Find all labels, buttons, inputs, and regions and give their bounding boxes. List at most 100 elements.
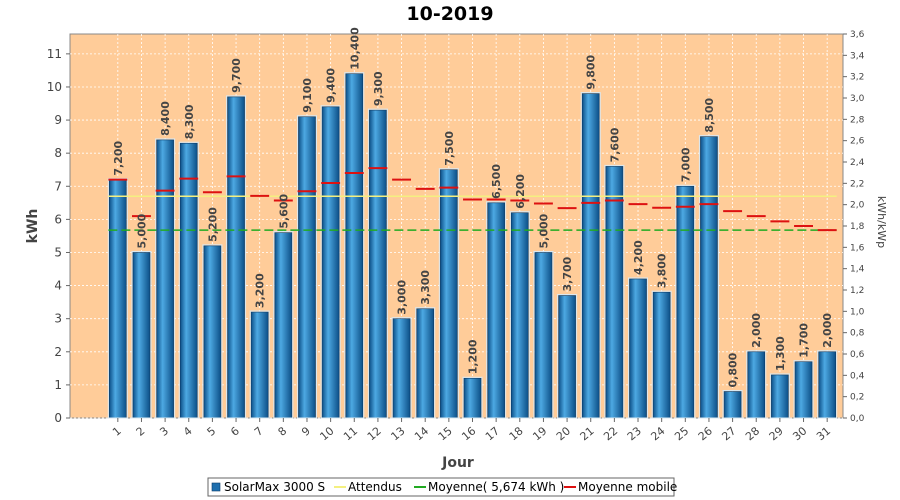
bar-value-label: 9,400	[325, 68, 338, 103]
bar	[605, 166, 624, 419]
x-tick-label: 4	[181, 424, 195, 438]
bar	[132, 252, 151, 419]
bar	[629, 278, 647, 419]
y-right-tick-label: 1,8	[850, 222, 865, 232]
x-tick-label: 21	[578, 424, 597, 443]
y-tick-label: 1	[54, 378, 62, 392]
y-tick-label: 0	[54, 411, 62, 425]
y-right-tick-label: 0,4	[850, 371, 865, 381]
y-right-tick-label: 1,0	[850, 307, 865, 317]
bar	[723, 391, 742, 419]
y-right-tick-label: 3,4	[850, 51, 865, 61]
x-tick-label: 9	[299, 424, 313, 438]
x-tick-label: 7	[252, 424, 266, 438]
bar	[463, 377, 482, 419]
y-tick-label: 6	[54, 212, 62, 226]
bar	[203, 245, 222, 419]
bar-value-label: 8,500	[703, 97, 716, 132]
bar	[416, 308, 435, 419]
bar	[321, 106, 340, 419]
bar	[510, 212, 529, 419]
bar-value-label: 3,200	[254, 273, 267, 308]
bar-value-label: 1,300	[774, 336, 787, 371]
bar	[156, 139, 174, 419]
y-right-tick-label: 0,0	[850, 414, 865, 424]
x-tick-label: 29	[767, 424, 786, 443]
bar	[227, 96, 245, 419]
bar	[109, 179, 127, 419]
x-tick-label: 25	[672, 424, 691, 443]
bar	[676, 185, 695, 419]
x-tick-label: 28	[743, 424, 762, 443]
y-tick-label: 11	[47, 47, 62, 61]
x-tick-label: 13	[388, 424, 407, 443]
bar	[487, 202, 505, 419]
y-right-tick-label: 2,2	[850, 179, 864, 189]
bar	[747, 351, 766, 419]
bar-value-label: 5,000	[537, 213, 550, 248]
x-tick-label: 12	[365, 424, 384, 443]
bar-value-label: 3,300	[419, 270, 432, 305]
legend-label: Attendus	[348, 480, 402, 494]
bar	[771, 374, 789, 419]
y-right-tick-label: 2,4	[850, 158, 865, 168]
y-axis-label: kWh	[25, 209, 41, 244]
x-tick-label: 19	[530, 424, 549, 443]
bar	[250, 311, 269, 419]
y-right-tick-label: 3,0	[850, 94, 865, 104]
bar-value-label: 8,400	[159, 101, 172, 136]
legend-swatch-bar	[211, 482, 221, 492]
y-right-tick-label: 3,6	[850, 30, 865, 40]
y-tick-label: 5	[54, 245, 62, 259]
x-tick-label: 23	[625, 424, 644, 443]
bar-value-label: 0,800	[727, 352, 740, 387]
bar	[818, 351, 836, 419]
x-tick-label: 2	[134, 424, 148, 438]
x-tick-label: 3	[157, 424, 171, 438]
chart-title: 10-2019	[406, 3, 493, 25]
bar-value-label: 7,000	[679, 147, 692, 182]
bar	[179, 142, 198, 419]
x-tick-label: 20	[554, 424, 573, 443]
bar-value-label: 9,100	[301, 78, 314, 113]
bar-value-label: 5,600	[277, 193, 290, 228]
bar-value-label: 2,000	[821, 313, 834, 348]
x-tick-label: 15	[436, 424, 455, 443]
bar-value-label: 5,200	[206, 207, 219, 242]
bar	[392, 318, 411, 419]
bar	[581, 93, 600, 419]
bar-value-label: 7,600	[608, 127, 621, 162]
x-tick-label: 17	[483, 424, 502, 443]
bar	[534, 252, 553, 419]
bar-value-label: 3,800	[656, 253, 669, 288]
bar-value-label: 10,400	[348, 27, 361, 70]
y-right-tick-label: 2,0	[850, 201, 865, 211]
bar-value-label: 2,000	[750, 313, 763, 348]
legend: SolarMax 3000 S Attendus Moyenne( 5,674 kW…	[207, 477, 677, 497]
bar-value-label: 4,200	[632, 240, 645, 275]
value-labels: 7,200 5,000 8,400 8,300 5,200 9,700 3,200 5,600…	[112, 27, 834, 388]
bar	[274, 232, 293, 419]
bar	[369, 109, 387, 419]
y-right-tick-label: 0,8	[850, 329, 865, 339]
bar	[298, 116, 316, 419]
bar	[652, 291, 671, 419]
bar	[345, 73, 364, 419]
y-tick-label: 4	[54, 279, 62, 293]
bar-value-label: 9,800	[585, 54, 598, 89]
x-tick-label: 6	[228, 424, 242, 438]
legend-label: SolarMax 3000 S	[224, 480, 325, 494]
x-tick-label: 5	[205, 424, 219, 438]
x-tick-label: 27	[719, 424, 738, 443]
bar-value-label: 9,700	[230, 58, 243, 93]
x-tick-label: 26	[696, 424, 715, 443]
x-tick-label: 30	[790, 424, 809, 443]
x-tick-label: 18	[507, 424, 526, 443]
y-right-tick-label: 0,2	[850, 393, 864, 403]
y-right-tick-label: 0,6	[850, 350, 865, 360]
bar-value-label: 8,300	[183, 104, 196, 139]
bars	[107, 72, 838, 419]
y-right-tick-label: 1,4	[850, 265, 865, 275]
y-tick-label: 9	[54, 113, 62, 127]
